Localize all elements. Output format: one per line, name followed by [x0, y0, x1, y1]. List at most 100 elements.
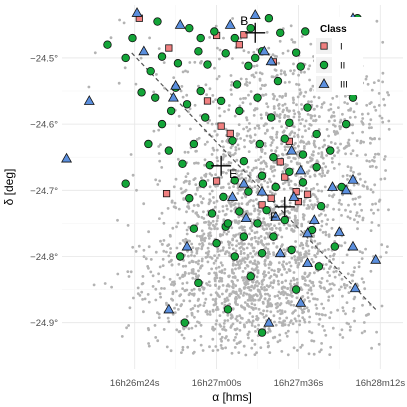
background-point: [293, 317, 297, 321]
background-point: [285, 316, 289, 320]
background-point: [230, 226, 234, 230]
background-point: [297, 83, 301, 87]
background-point: [235, 342, 239, 345]
background-point: [182, 336, 186, 340]
background-point: [238, 314, 242, 318]
background-point: [188, 299, 192, 303]
background-point: [325, 222, 328, 226]
background-point: [267, 46, 271, 50]
background-point: [329, 287, 333, 291]
background-point: [154, 287, 158, 291]
background-point: [242, 323, 246, 327]
class-III-point: [240, 212, 252, 223]
class-III-point: [238, 177, 250, 188]
background-point: [250, 302, 254, 306]
background-point: [146, 293, 150, 296]
background-point: [87, 85, 91, 89]
background-point: [190, 288, 194, 292]
background-point: [294, 319, 298, 323]
class-I-point: [217, 122, 225, 130]
background-point: [195, 234, 199, 238]
background-point: [307, 100, 310, 104]
background-point: [191, 246, 195, 250]
background-point: [264, 144, 267, 148]
background-point: [162, 275, 166, 279]
background-point: [200, 259, 204, 263]
class-II-point: [235, 207, 244, 216]
background-point: [268, 294, 271, 298]
background-point: [333, 142, 337, 146]
background-point: [263, 179, 266, 183]
background-point: [332, 114, 336, 118]
background-point: [221, 248, 225, 252]
class-II-point: [298, 150, 308, 159]
background-point: [297, 144, 300, 148]
background-point: [260, 116, 263, 120]
background-point: [255, 315, 259, 318]
background-point: [236, 319, 239, 322]
x-tick-label: 16h27m00s: [192, 378, 242, 389]
background-point: [241, 226, 244, 230]
background-point: [297, 118, 301, 122]
background-point: [231, 237, 235, 241]
background-point: [290, 300, 293, 303]
background-point: [340, 277, 344, 281]
background-point: [259, 346, 263, 349]
background-point: [155, 73, 158, 76]
background-point: [355, 211, 359, 215]
background-point: [373, 183, 377, 187]
background-point: [367, 312, 370, 316]
background-point: [309, 165, 313, 169]
background-point: [295, 82, 298, 86]
background-point: [206, 140, 209, 144]
class-III-point: [302, 257, 314, 268]
background-point: [337, 106, 340, 109]
background-point: [220, 302, 224, 305]
background-point: [242, 291, 246, 295]
background-point: [140, 290, 144, 294]
background-point: [210, 257, 214, 260]
background-point: [280, 280, 284, 284]
background-point: [282, 285, 285, 289]
background-point: [278, 320, 281, 324]
background-point: [383, 177, 387, 181]
background-point: [233, 276, 237, 280]
background-point: [280, 350, 284, 353]
background-point: [172, 283, 176, 287]
background-point: [278, 317, 282, 320]
background-point: [189, 127, 192, 131]
background-point: [227, 168, 231, 172]
background-point: [327, 108, 331, 112]
background-point: [276, 340, 280, 344]
background-point: [272, 314, 276, 318]
background-point: [340, 214, 343, 217]
background-point: [252, 308, 255, 311]
background-point: [254, 253, 257, 256]
background-point: [344, 312, 347, 316]
class-II-point: [257, 171, 267, 180]
background-point: [384, 251, 388, 254]
background-point: [304, 279, 307, 282]
background-point: [110, 285, 113, 289]
background-point: [180, 275, 184, 278]
background-point: [364, 153, 367, 157]
background-point: [235, 239, 239, 243]
background-point: [229, 313, 233, 317]
background-point: [325, 127, 329, 131]
background-point: [310, 331, 314, 335]
background-point: [281, 110, 285, 114]
background-point: [265, 102, 268, 105]
class-II-point: [166, 106, 176, 116]
background-point: [313, 174, 317, 178]
background-point: [281, 152, 284, 156]
background-point: [289, 264, 293, 268]
background-point: [259, 155, 263, 159]
background-point: [257, 282, 261, 285]
background-point: [262, 167, 266, 171]
background-point: [316, 298, 319, 301]
background-point: [273, 269, 276, 273]
background-point: [307, 249, 311, 253]
background-point: [200, 60, 203, 63]
background-point: [283, 116, 286, 119]
